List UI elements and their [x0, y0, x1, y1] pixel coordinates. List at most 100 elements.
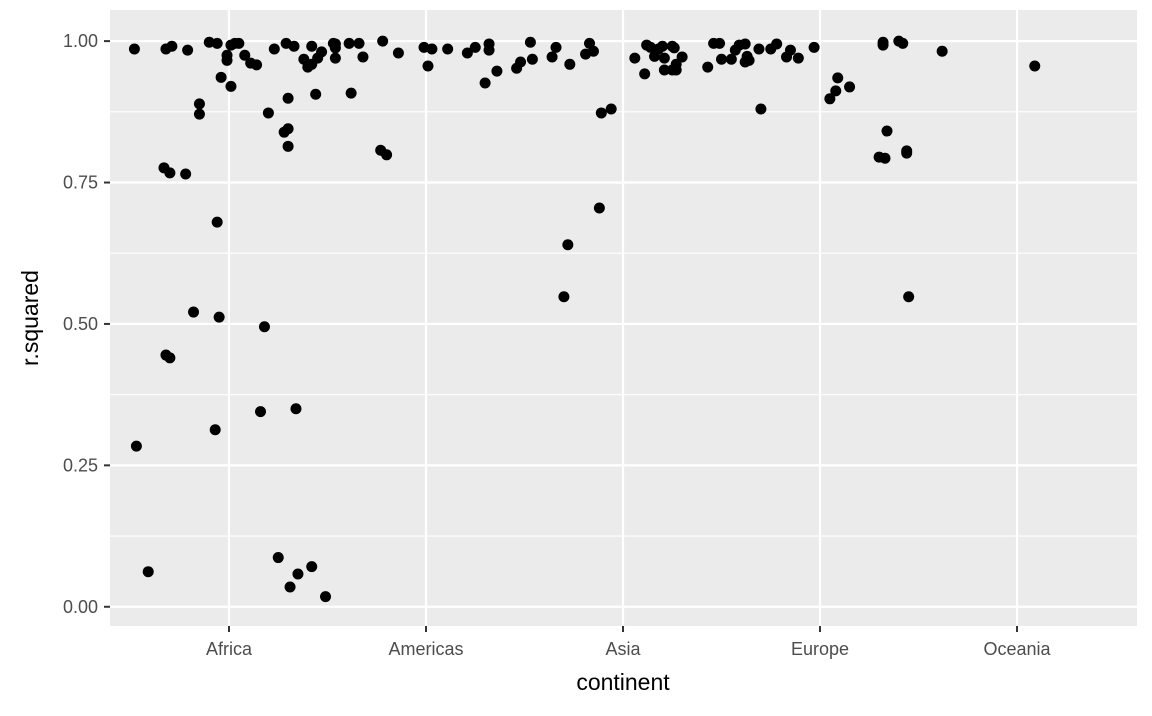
data-points — [128, 35, 1041, 603]
y-tick-label: 1.00 — [63, 31, 98, 51]
data-point — [479, 77, 491, 89]
data-point — [278, 126, 290, 138]
data-point — [562, 239, 574, 251]
data-point — [209, 424, 221, 436]
data-point — [164, 352, 176, 364]
y-tick-label: 0.75 — [63, 173, 98, 193]
data-point — [381, 149, 393, 161]
x-tick-label: Asia — [605, 639, 641, 659]
data-point — [844, 81, 856, 93]
data-point — [595, 107, 607, 119]
data-point — [792, 52, 804, 64]
data-point — [879, 152, 891, 164]
x-tick-label: Europe — [791, 639, 849, 659]
y-tick-label: 0.25 — [63, 455, 98, 475]
data-point — [753, 43, 765, 55]
data-point — [422, 60, 434, 72]
data-point — [1029, 60, 1041, 72]
data-point — [483, 44, 495, 56]
data-point — [306, 58, 318, 70]
data-point — [897, 37, 909, 49]
data-point — [629, 52, 641, 64]
data-point — [284, 581, 296, 593]
data-point — [239, 49, 251, 61]
data-point — [392, 47, 404, 59]
data-point — [306, 40, 318, 52]
data-point — [251, 59, 263, 71]
data-point — [771, 38, 783, 50]
data-point — [282, 92, 294, 104]
data-point — [258, 321, 270, 333]
data-point — [345, 87, 357, 99]
data-point — [936, 45, 948, 57]
data-point — [593, 202, 605, 214]
data-point — [128, 43, 140, 55]
data-point — [180, 168, 192, 180]
data-point — [164, 167, 176, 179]
data-point — [221, 54, 233, 66]
data-point — [656, 40, 668, 52]
data-point — [550, 41, 562, 53]
data-point — [343, 37, 355, 49]
data-point — [211, 37, 223, 49]
data-point — [830, 85, 842, 97]
data-point — [262, 107, 274, 119]
data-point — [515, 56, 527, 68]
data-point — [676, 51, 688, 63]
data-point — [832, 72, 844, 84]
data-point — [564, 58, 576, 70]
x-axis: Africa Americas Asia Europe Oceania — [206, 626, 1052, 659]
data-point — [306, 561, 318, 573]
data-point — [268, 43, 280, 55]
data-point — [605, 103, 617, 115]
x-tick-label: Oceania — [983, 639, 1051, 659]
data-point — [658, 64, 670, 76]
x-axis-title: continent — [576, 669, 670, 695]
data-point — [755, 103, 767, 115]
data-point — [188, 306, 200, 318]
data-point — [182, 44, 194, 56]
data-point — [524, 36, 536, 48]
data-point — [329, 42, 341, 54]
data-point — [282, 140, 294, 152]
data-point — [469, 41, 481, 53]
y-axis: 0.00 0.25 0.50 0.75 1.00 — [63, 31, 110, 617]
data-point — [491, 65, 503, 77]
data-point — [166, 40, 178, 52]
data-point — [639, 68, 651, 80]
y-tick-label: 0.50 — [63, 314, 98, 334]
y-tick-label: 0.00 — [63, 597, 98, 617]
data-point — [288, 40, 300, 52]
data-point — [357, 51, 369, 63]
data-point — [272, 552, 284, 564]
data-point — [808, 41, 820, 53]
data-point — [310, 88, 322, 100]
data-point — [587, 45, 599, 57]
data-point — [461, 47, 473, 59]
data-point — [739, 38, 751, 50]
data-point — [668, 42, 680, 54]
data-point — [658, 52, 670, 64]
data-point — [824, 93, 836, 105]
y-axis-title: r.squared — [17, 270, 43, 366]
data-point — [426, 43, 438, 55]
data-point — [233, 37, 245, 49]
data-point — [716, 53, 728, 65]
data-point — [320, 591, 332, 603]
data-point — [670, 64, 682, 76]
data-point — [725, 53, 737, 65]
data-point — [193, 108, 205, 120]
x-tick-label: Africa — [206, 639, 253, 659]
data-point — [225, 80, 237, 92]
data-point — [316, 46, 328, 58]
data-point — [193, 98, 205, 110]
data-point — [901, 147, 913, 159]
data-point — [290, 403, 302, 415]
data-point — [353, 37, 365, 49]
data-point — [255, 406, 267, 418]
data-point — [702, 61, 714, 73]
data-point — [784, 44, 796, 56]
data-point — [558, 291, 570, 303]
data-point — [292, 568, 304, 580]
